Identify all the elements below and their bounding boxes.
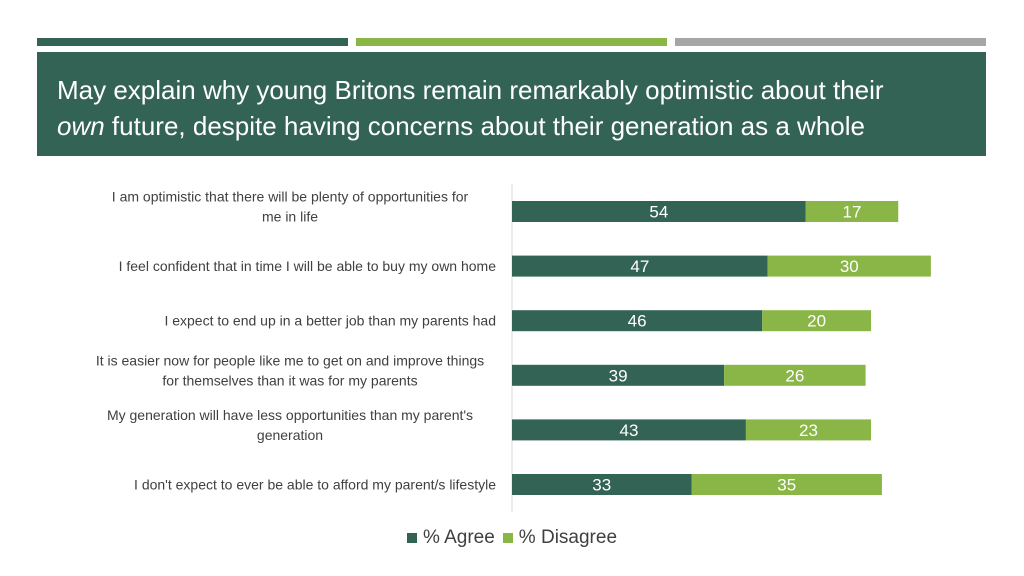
legend-label: % Agree: [422, 527, 495, 548]
data-label-disagree: 26: [785, 366, 804, 385]
legend-item-agree: % Agree: [406, 527, 495, 549]
data-label-agree: 46: [628, 312, 647, 331]
category-label: My generation will have less opportuniti…: [107, 407, 473, 443]
bar-agree: [512, 201, 806, 222]
category-label: I feel confident that in time I will be …: [119, 258, 497, 274]
bar-disagree: [762, 310, 872, 332]
title-banner: May explain why young Britons remain rem…: [37, 52, 986, 156]
bar-disagree: [805, 201, 899, 222]
page-title-emphasis: own: [57, 111, 105, 141]
data-label-agree: 39: [609, 366, 628, 385]
category-label: It is easier now for people like me to g…: [96, 352, 484, 388]
data-label-disagree: 17: [843, 203, 862, 222]
category-labels: I am optimistic that there will be plent…: [96, 189, 496, 493]
bar-agree: [512, 310, 763, 332]
legend-swatch: [502, 533, 513, 543]
data-label-disagree: 20: [807, 312, 826, 331]
legend-swatch: [406, 533, 417, 543]
accent-bar-dark: [37, 38, 348, 46]
bar-disagree: [745, 419, 872, 441]
bar-disagree: [724, 364, 866, 386]
data-label-disagree: 30: [840, 257, 859, 276]
category-label: I am optimistic that there will be plent…: [112, 189, 469, 225]
accent-bar-green: [356, 38, 667, 46]
bar-agree: [512, 255, 768, 277]
bar-agree: [512, 364, 725, 386]
data-label-disagree: 35: [777, 476, 796, 495]
accent-bar-gray: [675, 38, 986, 46]
bar-agree: [512, 474, 692, 495]
data-label-agree: 33: [592, 476, 611, 495]
data-label-agree: 43: [619, 421, 638, 440]
data-label-agree: 47: [630, 257, 649, 276]
legend: % Agree % Disagree: [0, 527, 1024, 549]
bar-disagree: [767, 255, 931, 277]
bar-group: 54 17 47 30 46 20 39 26 43 23 33 35: [512, 201, 931, 495]
page-title-line-2: own future, despite having concerns abou…: [57, 108, 966, 144]
accent-bars: [37, 38, 986, 46]
bar-disagree: [691, 474, 882, 495]
category-label: I don't expect to ever be able to afford…: [134, 477, 496, 493]
category-label: I expect to end up in a better job than …: [164, 313, 496, 329]
legend-item-disagree: % Disagree: [502, 527, 618, 549]
data-label-agree: 54: [649, 203, 668, 222]
page-title-line-2-rest: future, despite having concerns about th…: [104, 111, 865, 141]
page-title-line-1: May explain why young Britons remain rem…: [57, 75, 884, 105]
bar-agree: [512, 419, 746, 441]
legend-label: % Disagree: [518, 527, 618, 548]
data-label-disagree: 23: [799, 421, 818, 440]
